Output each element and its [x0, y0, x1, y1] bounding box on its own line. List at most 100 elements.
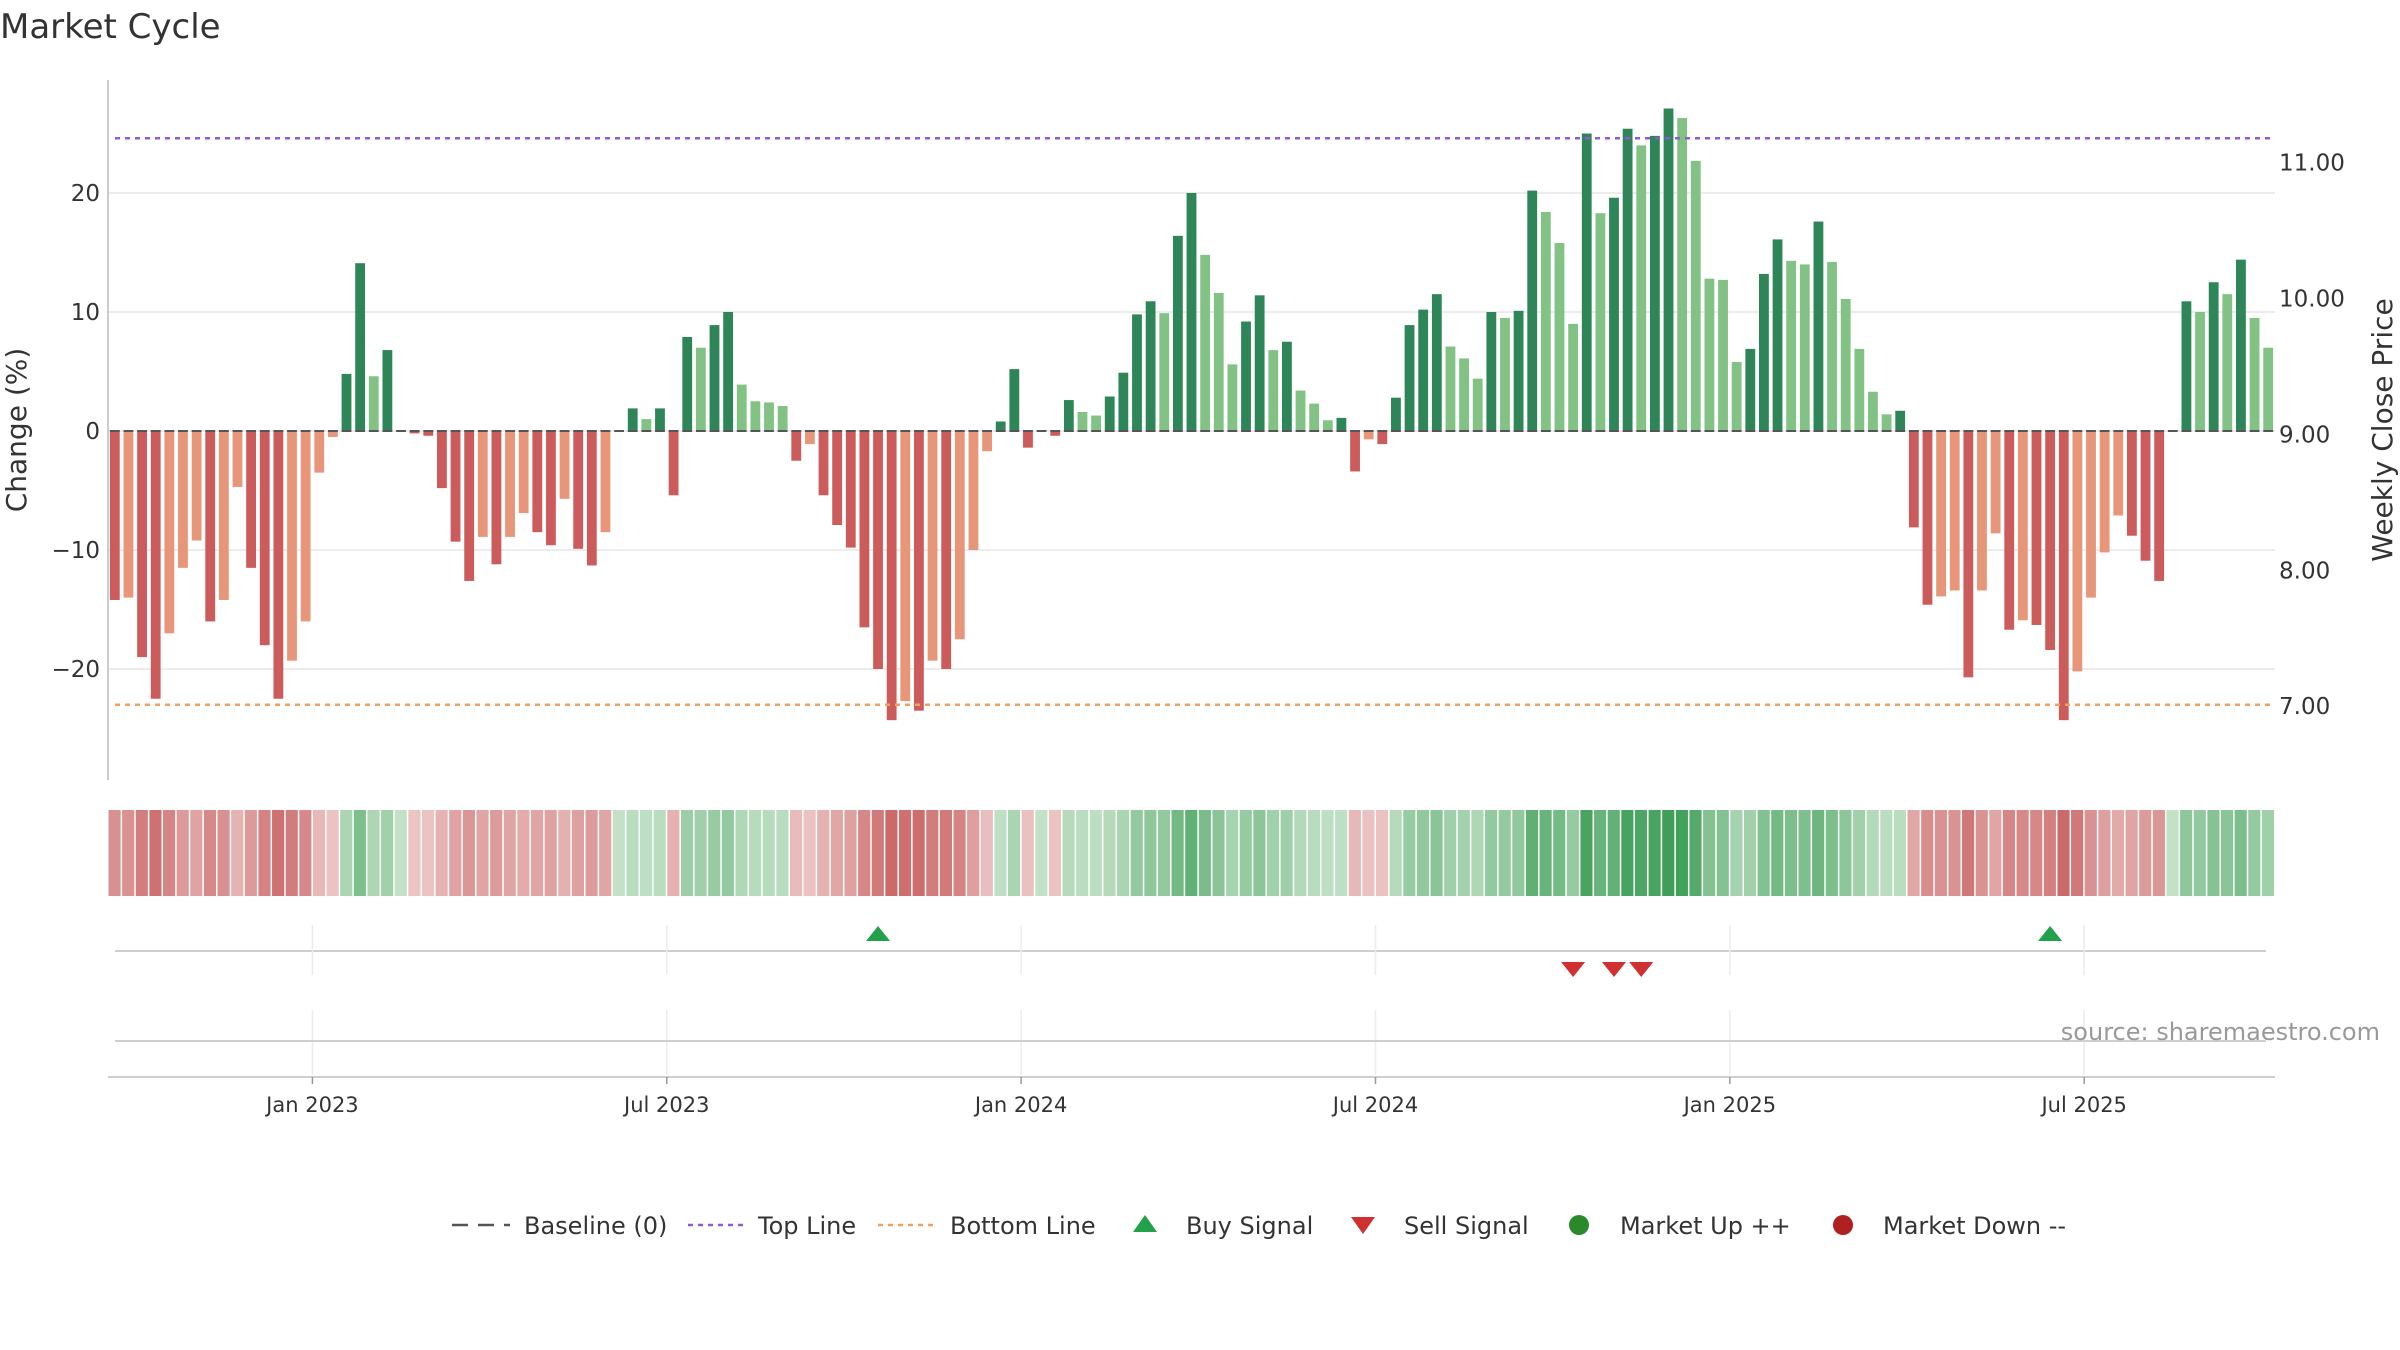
strip-cell	[530, 810, 544, 896]
strip-cell	[1307, 810, 1320, 896]
bar	[968, 431, 979, 550]
bar	[777, 406, 788, 431]
strip-cell	[258, 810, 271, 896]
bar	[1186, 193, 1197, 431]
strip-cell	[789, 810, 803, 896]
bar	[804, 431, 815, 445]
bar	[1159, 313, 1170, 431]
bar	[1268, 350, 1279, 431]
strip-cell	[1675, 810, 1688, 896]
strip-cell	[1389, 810, 1402, 896]
bar	[1977, 431, 1987, 591]
bar	[668, 431, 679, 496]
bar	[1404, 325, 1415, 431]
strip-cell	[1621, 810, 1634, 896]
strip-cell	[299, 810, 312, 896]
bar	[873, 431, 883, 669]
bar	[914, 431, 924, 711]
strip-cell	[2234, 810, 2247, 896]
strip-cell	[1757, 810, 1770, 896]
bar	[164, 431, 175, 634]
strip-cell	[490, 810, 503, 896]
y-tick-label: 0	[85, 419, 100, 445]
bar	[191, 431, 202, 541]
strip-cell	[1226, 810, 1239, 896]
bar	[477, 431, 488, 537]
strip-cell	[2261, 810, 2274, 896]
bar	[1895, 410, 1906, 431]
strip-cell	[1498, 810, 1511, 896]
strip-cell	[558, 810, 571, 896]
bar	[273, 431, 284, 699]
bar	[1772, 239, 1783, 431]
bar	[1609, 197, 1619, 431]
strip-cell	[2002, 810, 2016, 896]
strip-cell	[1198, 810, 1211, 896]
bar	[505, 431, 515, 537]
bar	[1009, 369, 1020, 431]
strip-cell	[449, 810, 462, 896]
strip-cell	[830, 810, 843, 896]
bar	[927, 431, 938, 661]
strip-cell	[1907, 810, 1920, 896]
sell-signal-marker	[1629, 962, 1654, 977]
bar	[2208, 282, 2219, 431]
bar	[982, 431, 992, 452]
strip-cell	[1062, 810, 1075, 896]
strip-cell	[1648, 810, 1661, 896]
bar	[736, 384, 747, 431]
strip-cell	[1743, 810, 1757, 896]
bar	[259, 431, 270, 646]
strip-cell	[1812, 810, 1825, 896]
strip-cell	[2043, 810, 2056, 896]
legend-label: Sell Signal	[1404, 1212, 1529, 1240]
bar	[287, 431, 297, 661]
bar	[1227, 364, 1238, 431]
x-tick-label: Jan 2025	[1682, 1093, 1777, 1117]
strip-cell	[1703, 810, 1716, 896]
strip-cell	[1662, 810, 1675, 896]
strip-cell	[1430, 810, 1443, 896]
bar	[1581, 133, 1592, 431]
bar	[1377, 431, 1388, 445]
y-tick-label: 20	[71, 181, 100, 207]
market-panel	[108, 1010, 2275, 1078]
strip-cell	[203, 810, 217, 896]
y-tick-label: −20	[51, 657, 100, 683]
strip-cell	[1294, 810, 1307, 896]
strip-cell	[1117, 810, 1130, 896]
bar	[2154, 431, 2165, 581]
legend-label: Buy Signal	[1186, 1212, 1313, 1240]
strip-cell	[2016, 810, 2029, 896]
bar	[1281, 341, 1292, 431]
bar	[641, 419, 652, 431]
bar	[491, 431, 502, 565]
strip-cell	[1035, 810, 1048, 896]
bar	[1091, 415, 1102, 431]
strip-cell	[858, 810, 871, 896]
y2-tick-label: 10.00	[2279, 286, 2345, 312]
strip-cell	[980, 810, 993, 896]
bar	[1731, 361, 1742, 431]
bar	[655, 408, 665, 431]
bar	[1827, 262, 1837, 431]
bar	[423, 431, 434, 436]
bar	[1104, 396, 1115, 431]
strip-cell	[803, 810, 816, 896]
strip-cell	[312, 810, 326, 896]
bar	[1949, 431, 1960, 591]
strip-cell	[353, 810, 366, 896]
x-tick-label: Jul 2025	[2039, 1093, 2126, 1117]
strip-cell	[1266, 810, 1280, 896]
bar	[532, 431, 543, 533]
strip-cell	[340, 810, 353, 896]
strip-cell	[1580, 810, 1593, 896]
bar	[1254, 295, 1265, 431]
bars-group	[109, 108, 2274, 721]
bar	[1922, 431, 1933, 605]
bar	[178, 431, 188, 568]
strip-cell	[1157, 810, 1171, 896]
bar	[205, 431, 216, 622]
bar	[1799, 264, 1810, 431]
bar	[300, 431, 311, 622]
